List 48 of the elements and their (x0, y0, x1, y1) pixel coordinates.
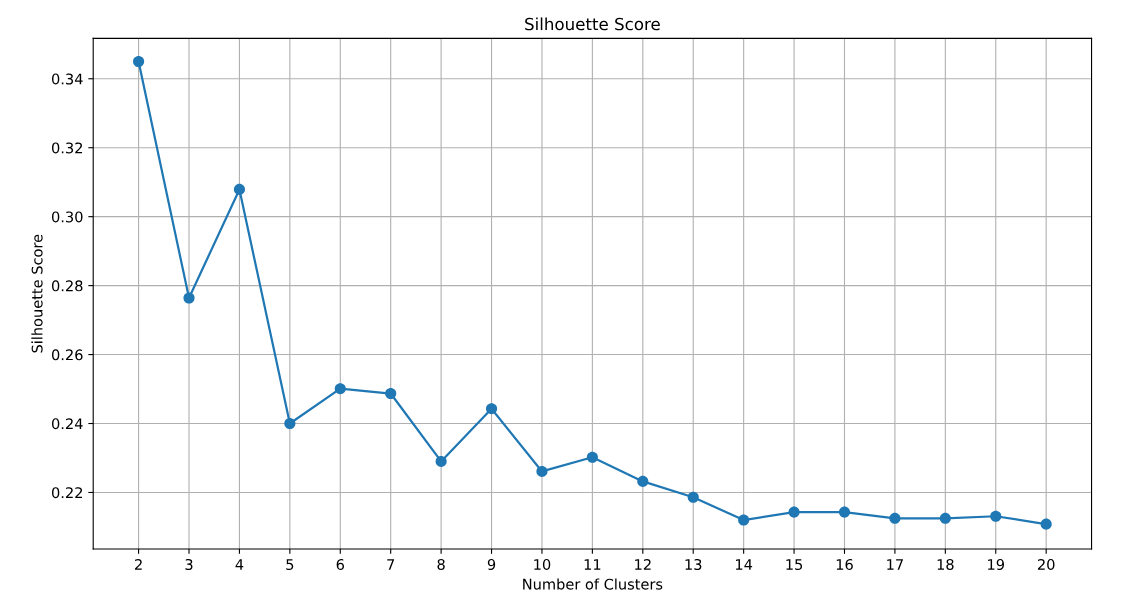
x-tick-label: 9 (487, 558, 496, 571)
x-tick-label: 15 (786, 559, 803, 571)
x-tick-label: 4 (235, 559, 244, 570)
x-tick-label: 2 (135, 558, 142, 570)
point (838, 506, 851, 518)
y-tick-label: 0.32 (51, 142, 83, 154)
x-tick-label: 5 (286, 559, 294, 571)
x-tick-label: 17 (887, 559, 903, 570)
x-tick-label: 11 (584, 559, 601, 570)
x-tick-label: 13 (685, 558, 702, 571)
x-tick-label: 10 (534, 558, 551, 571)
x-tick-label: 8 (437, 558, 445, 571)
x-tick-label: 6 (336, 558, 344, 571)
y-tick-label: 0.22 (51, 487, 83, 499)
point (385, 387, 397, 400)
x-tick-label: 14 (735, 559, 753, 570)
point (889, 512, 901, 524)
point (485, 403, 498, 415)
point (939, 512, 951, 524)
y-tick-label: 0.28 (51, 280, 83, 292)
point (183, 292, 195, 304)
point (586, 451, 598, 463)
x-tick-label: 12 (635, 558, 651, 570)
y-tick-label: 0.24 (51, 418, 83, 430)
x-axis-title: Number of Clusters (523, 578, 663, 590)
point (233, 183, 245, 195)
point (687, 491, 699, 503)
x-tick-label: 3 (185, 558, 193, 571)
y-tick-label: 0.30 (51, 211, 83, 223)
point (1040, 518, 1052, 530)
point (284, 417, 296, 430)
x-tick-label: 18 (937, 558, 954, 571)
x-tick-label: 20 (1037, 558, 1055, 571)
point (788, 506, 800, 518)
point (738, 514, 750, 526)
y-tick-label: 0.34 (51, 73, 83, 85)
point (536, 465, 548, 477)
point (334, 383, 346, 395)
x-tick-label: 7 (387, 559, 395, 570)
point (435, 455, 447, 467)
point (990, 510, 1002, 522)
x-tick-label: 19 (988, 558, 1005, 571)
x-tick-label: 16 (836, 558, 853, 571)
chart-title: Silhouette Score (525, 17, 660, 31)
y-tick-label: 0.26 (51, 349, 83, 361)
point (133, 55, 145, 68)
point (637, 475, 649, 487)
y-axis-title: Silhouette Score (31, 234, 43, 353)
